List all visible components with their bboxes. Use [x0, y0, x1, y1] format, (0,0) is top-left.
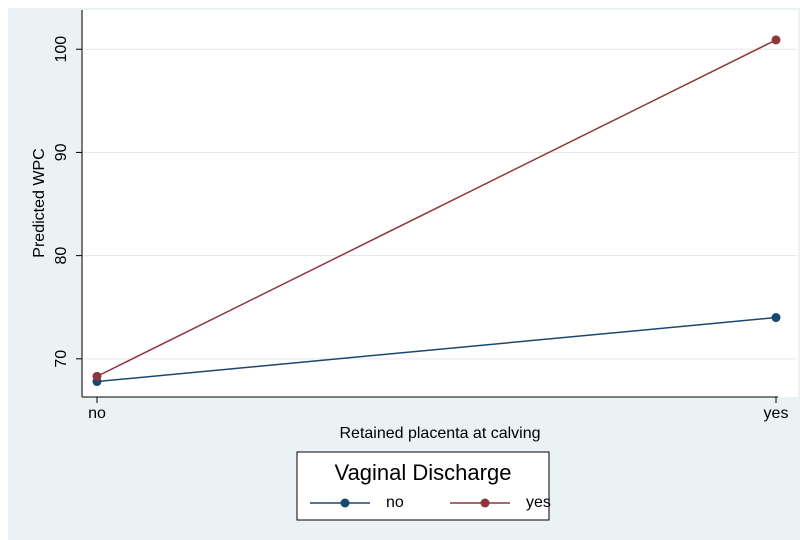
data-point: [771, 313, 781, 323]
x-tick-label: no: [88, 405, 106, 422]
y-tick-label: 70: [53, 350, 70, 368]
x-axis-label: Retained placenta at calving: [339, 425, 540, 442]
legend-box: [296, 451, 550, 521]
series-line: [96, 316, 777, 383]
y-tick-label: 100: [53, 36, 70, 63]
series-line: [96, 39, 777, 378]
legend-title: Vaginal Discharge: [335, 460, 512, 485]
data-point: [771, 35, 781, 45]
legend-label: no: [386, 494, 404, 511]
legend-marker: [480, 498, 490, 508]
data-point: [92, 371, 102, 381]
y-tick-label: 90: [53, 143, 70, 161]
legend-marker: [340, 498, 350, 508]
y-axis-label: Predicted WPC: [31, 148, 48, 257]
legend-label: yes: [526, 494, 551, 511]
plot-area: [83, 10, 798, 397]
y-tick-label: 80: [53, 247, 70, 265]
x-tick-label: yes: [764, 405, 789, 422]
